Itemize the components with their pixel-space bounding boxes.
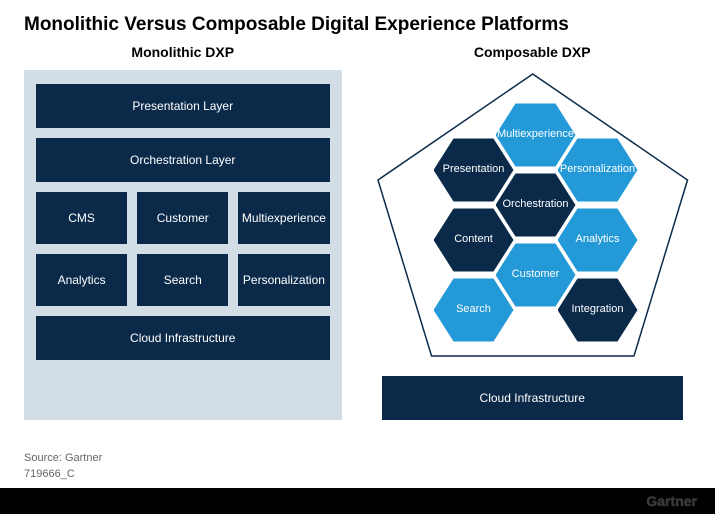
presentation-layer: Presentation Layer <box>36 84 330 128</box>
composable-panel: MultiexperiencePresentationPersonalizati… <box>374 70 692 420</box>
cms-box: CMS <box>36 192 127 244</box>
ref-text: 719666_C <box>24 468 75 480</box>
composable-column: Composable DXP MultiexperiencePresentati… <box>374 44 692 420</box>
search-box: Search <box>137 254 228 306</box>
multiexperience-box: Multiexperience <box>238 192 329 244</box>
brand-text: Gartner <box>646 493 697 509</box>
columns: Monolithic DXP Presentation Layer Orches… <box>0 36 715 420</box>
comp-cloud-infra: Cloud Infrastructure <box>382 376 684 420</box>
mono-row-1: CMS Customer Multiexperience <box>36 192 330 244</box>
orchestration-layer: Orchestration Layer <box>36 138 330 182</box>
mono-row-2: Analytics Search Personalization <box>36 254 330 306</box>
monolithic-panel: Presentation Layer Orchestration Layer C… <box>24 70 342 420</box>
main-title: Monolithic Versus Composable Digital Exp… <box>0 0 715 36</box>
source-text: Source: Gartner <box>24 452 102 464</box>
monolithic-title: Monolithic DXP <box>24 44 342 60</box>
mono-cloud-infra: Cloud Infrastructure <box>36 316 330 360</box>
personalization-box: Personalization <box>238 254 329 306</box>
composable-title: Composable DXP <box>374 44 692 60</box>
monolithic-column: Monolithic DXP Presentation Layer Orches… <box>24 44 342 420</box>
customer-box: Customer <box>137 192 228 244</box>
analytics-box: Analytics <box>36 254 127 306</box>
footer-bar: Gartner <box>0 488 715 514</box>
